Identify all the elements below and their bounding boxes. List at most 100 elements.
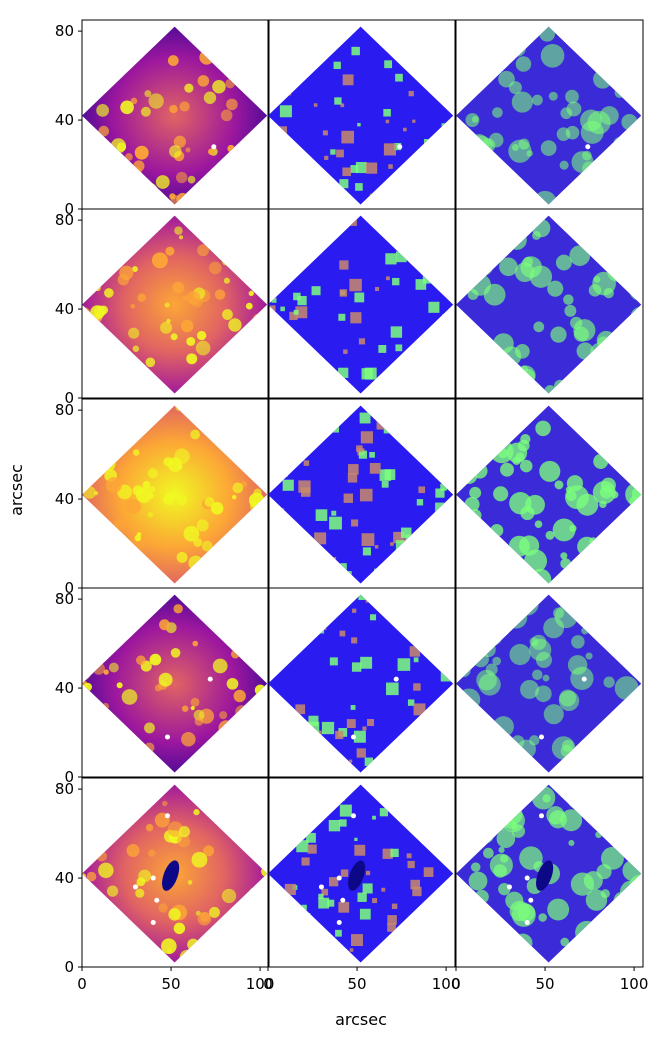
panel-frame — [455, 777, 644, 968]
emission-blob — [125, 498, 141, 515]
mask-blob — [568, 839, 575, 847]
emission-blob — [231, 912, 239, 920]
emission-blob — [255, 745, 260, 751]
mask-blob — [480, 63, 497, 81]
emission-blob — [91, 182, 105, 196]
segment-mark — [410, 534, 419, 543]
segment-mark — [353, 730, 366, 743]
emission-blob — [245, 302, 253, 310]
segment-mark — [389, 44, 395, 50]
segment-mark — [288, 548, 301, 561]
emission-blob — [119, 561, 125, 567]
emission-blob — [137, 293, 147, 302]
mask-blob — [629, 280, 642, 301]
mask-blob — [456, 320, 471, 342]
map-footprint — [82, 594, 268, 773]
segment-mark — [426, 519, 431, 524]
emission-blob — [158, 672, 173, 687]
segment-mark — [443, 195, 449, 200]
segment-mark — [444, 405, 454, 411]
emission-blob — [142, 182, 158, 198]
mask-blob — [589, 32, 601, 44]
segment-mark — [365, 597, 371, 603]
segment-mark — [369, 463, 381, 474]
mask-blob — [571, 635, 585, 649]
emission-blob — [189, 26, 201, 36]
panel-frame — [455, 587, 644, 778]
mask-blob — [529, 568, 552, 584]
segment-mark — [268, 427, 279, 437]
emission-blob — [161, 938, 177, 954]
segment-mark — [307, 844, 317, 854]
segment-mark — [269, 305, 276, 311]
emission-blob — [132, 266, 138, 273]
emission-blob — [177, 834, 191, 848]
mask-blob — [547, 280, 564, 297]
mask-blob — [478, 635, 489, 646]
emission-blob — [96, 450, 106, 460]
emission-blob — [221, 888, 237, 904]
segment-mark — [288, 163, 296, 171]
emission-blob — [83, 375, 93, 385]
segment-mark — [416, 380, 422, 386]
emission-blob — [227, 144, 235, 153]
emission-blob — [185, 380, 198, 394]
mask-blob — [621, 113, 638, 131]
emission-blob — [83, 682, 93, 692]
mask-blob — [552, 518, 576, 542]
mask-blob — [511, 824, 526, 838]
mask-blob — [567, 789, 587, 810]
mask-blob — [574, 562, 598, 584]
mask-blob — [472, 463, 488, 479]
emission-blob — [109, 218, 120, 229]
segment-mark — [390, 326, 403, 338]
mask-blob — [554, 379, 567, 392]
segment-mark — [351, 662, 362, 672]
segment-mark — [433, 254, 444, 265]
segment-mark — [311, 286, 321, 296]
mask-blob — [507, 230, 527, 250]
segment-mark — [345, 215, 357, 226]
mask-blob — [593, 69, 613, 89]
mask-blob — [611, 491, 619, 499]
emission-blob — [244, 653, 257, 665]
panel-r4-c2 — [267, 587, 456, 778]
segment-mark — [331, 510, 337, 516]
emission-blob — [250, 79, 256, 86]
segment-mark — [364, 757, 374, 766]
segment-mark — [315, 509, 328, 521]
segment-mark — [438, 343, 448, 352]
emission-blob — [208, 955, 214, 961]
point-marker — [524, 875, 530, 881]
x-tick-label: 100 — [620, 975, 649, 993]
emission-blob — [162, 800, 168, 807]
segment-mark — [401, 527, 412, 538]
panel-frame — [455, 208, 644, 399]
point-marker — [506, 884, 512, 890]
emission-blob — [134, 534, 142, 542]
segment-mark — [407, 26, 414, 32]
segment-mark — [314, 532, 327, 545]
mask-blob — [494, 183, 514, 203]
emission-blob — [92, 412, 107, 428]
segment-mark — [321, 721, 335, 735]
point-marker — [585, 144, 591, 150]
segment-mark — [270, 743, 275, 748]
emission-blob — [182, 295, 188, 301]
emission-blob — [103, 669, 109, 675]
emission-blob — [237, 434, 249, 445]
segment-mark — [285, 955, 291, 960]
segment-mark — [395, 540, 409, 553]
emission-blob — [236, 148, 242, 154]
mask-blob — [591, 371, 599, 379]
mask-blob — [480, 642, 496, 658]
emission-blob — [167, 55, 179, 66]
segment-mark — [351, 519, 359, 527]
segment-mark — [376, 419, 387, 430]
emission-blob — [184, 83, 194, 93]
mask-blob — [491, 371, 502, 381]
segment-mark — [339, 819, 347, 827]
mask-blob — [607, 911, 617, 921]
emission-blob — [257, 141, 267, 152]
segment-mark — [432, 807, 439, 813]
